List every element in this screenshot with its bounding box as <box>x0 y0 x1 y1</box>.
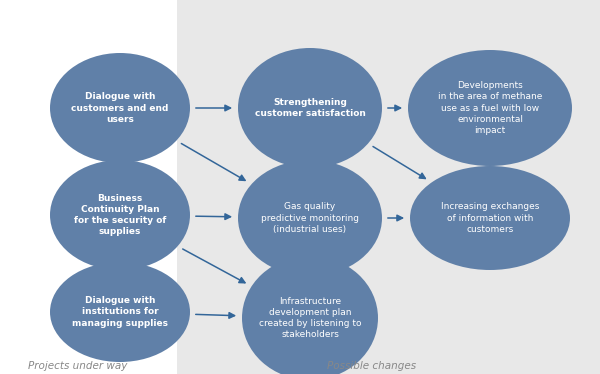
Ellipse shape <box>242 256 378 374</box>
Ellipse shape <box>410 166 570 270</box>
Text: Increasing exchanges
of information with
customers: Increasing exchanges of information with… <box>441 202 539 234</box>
Text: Developments
in the area of methane
use as a fuel with low
environmental
impact: Developments in the area of methane use … <box>438 81 542 135</box>
Text: Dialogue with
institutions for
managing supplies: Dialogue with institutions for managing … <box>72 297 168 328</box>
Ellipse shape <box>238 160 382 276</box>
Bar <box>177 0 600 374</box>
Ellipse shape <box>50 53 190 163</box>
Text: Projects under way: Projects under way <box>28 361 128 371</box>
Text: Strengthening
customer satisfaction: Strengthening customer satisfaction <box>254 98 365 118</box>
Text: Business
Continuity Plan
for the security of
supplies: Business Continuity Plan for the securit… <box>74 194 166 236</box>
Ellipse shape <box>238 48 382 168</box>
Ellipse shape <box>408 50 572 166</box>
Text: Dialogue with
customers and end
users: Dialogue with customers and end users <box>71 92 169 123</box>
Text: Gas quality
predictive monitoring
(industrial uses): Gas quality predictive monitoring (indus… <box>261 202 359 234</box>
Ellipse shape <box>50 262 190 362</box>
Text: Possible changes: Possible changes <box>328 361 416 371</box>
Ellipse shape <box>50 160 190 270</box>
Text: Infrastructure
development plan
created by listening to
stakeholders: Infrastructure development plan created … <box>259 297 361 339</box>
